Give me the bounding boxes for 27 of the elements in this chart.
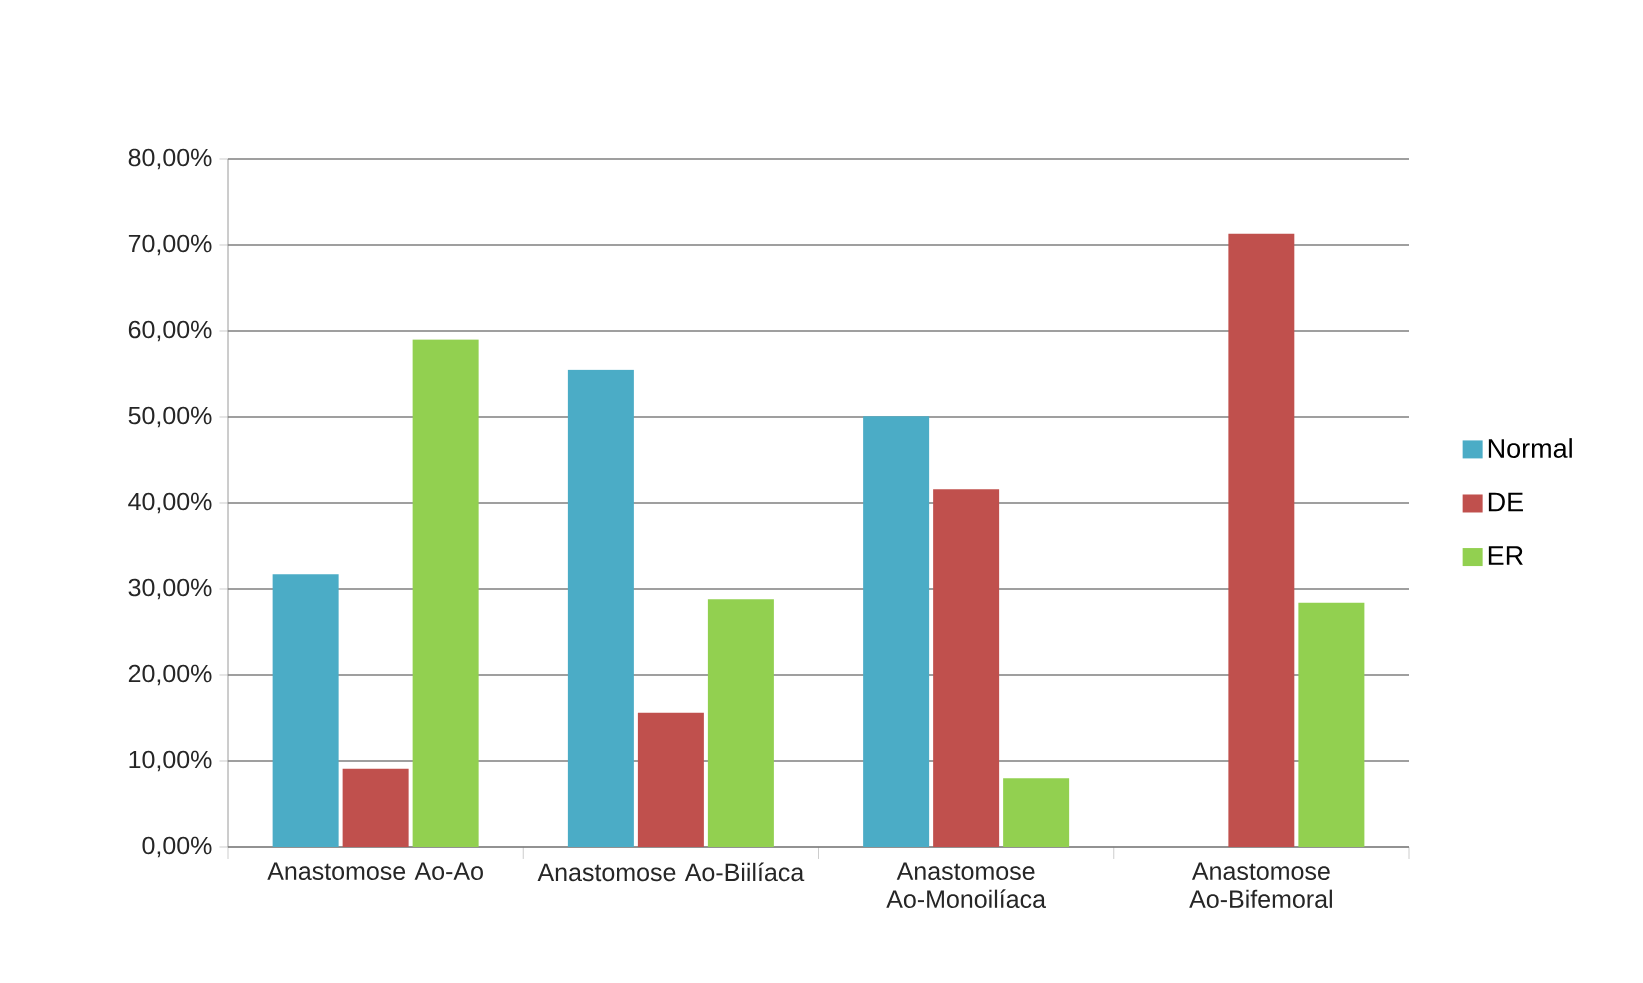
bar <box>342 768 409 847</box>
y-tick-label: 50,00% <box>128 406 212 428</box>
y-tick-label: 80,00% <box>128 148 212 170</box>
y-tick-label: 40,00% <box>128 492 212 514</box>
x-tick-label: Anastomose Ao-Bifemoral <box>1189 862 1332 909</box>
bar <box>1298 602 1365 847</box>
y-tick-label: 60,00% <box>128 320 212 342</box>
x-tick-label: Anastomose Ao-Ao <box>267 862 483 881</box>
y-tick-label: 0,00% <box>142 836 212 858</box>
bar <box>707 599 774 847</box>
bar <box>272 574 339 847</box>
legend-label: Normal <box>1488 438 1572 458</box>
y-tick-label: 30,00% <box>128 578 212 600</box>
y-tick-label: 70,00% <box>128 234 212 256</box>
y-tick-label: 10,00% <box>129 750 212 772</box>
x-tick-label: Anastomose Ao-Monoilíaca <box>886 862 1046 909</box>
legend-label: ER <box>1488 546 1523 565</box>
bar <box>1228 233 1295 847</box>
x-tick-label: Anastomose Ao-Biilíaca <box>537 862 805 882</box>
bar <box>412 339 479 847</box>
bar <box>863 416 930 847</box>
bar <box>1003 778 1070 847</box>
bar <box>567 369 634 847</box>
bar <box>933 489 1000 847</box>
y-tick-label: 20,00% <box>128 664 212 686</box>
bar <box>637 712 704 847</box>
legend-label: DE <box>1488 492 1523 512</box>
